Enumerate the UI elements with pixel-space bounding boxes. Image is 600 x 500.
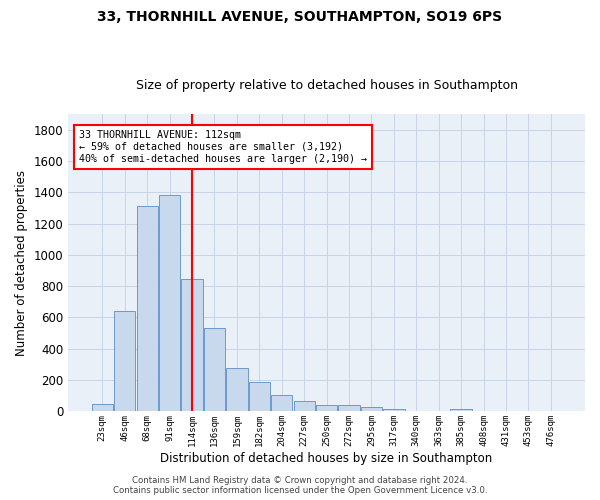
Bar bbox=[293, 401, 315, 411]
Text: Contains HM Land Registry data © Crown copyright and database right 2024.
Contai: Contains HM Land Registry data © Crown c… bbox=[113, 476, 487, 495]
Bar bbox=[204, 328, 225, 411]
Bar bbox=[137, 206, 158, 412]
Text: 33, THORNHILL AVENUE, SOUTHAMPTON, SO19 6PS: 33, THORNHILL AVENUE, SOUTHAMPTON, SO19 … bbox=[97, 10, 503, 24]
Y-axis label: Number of detached properties: Number of detached properties bbox=[15, 170, 28, 356]
Bar bbox=[92, 404, 113, 411]
Bar bbox=[226, 368, 248, 412]
Bar bbox=[271, 395, 292, 411]
Bar bbox=[451, 409, 472, 412]
Title: Size of property relative to detached houses in Southampton: Size of property relative to detached ho… bbox=[136, 79, 518, 92]
Bar bbox=[338, 406, 359, 411]
X-axis label: Distribution of detached houses by size in Southampton: Distribution of detached houses by size … bbox=[160, 452, 493, 465]
Bar bbox=[248, 382, 270, 412]
Bar bbox=[114, 311, 136, 412]
Text: 33 THORNHILL AVENUE: 112sqm
← 59% of detached houses are smaller (3,192)
40% of : 33 THORNHILL AVENUE: 112sqm ← 59% of det… bbox=[79, 130, 367, 164]
Bar bbox=[361, 407, 382, 412]
Bar bbox=[181, 278, 203, 411]
Bar bbox=[383, 409, 404, 412]
Bar bbox=[316, 406, 337, 411]
Bar bbox=[159, 196, 180, 412]
